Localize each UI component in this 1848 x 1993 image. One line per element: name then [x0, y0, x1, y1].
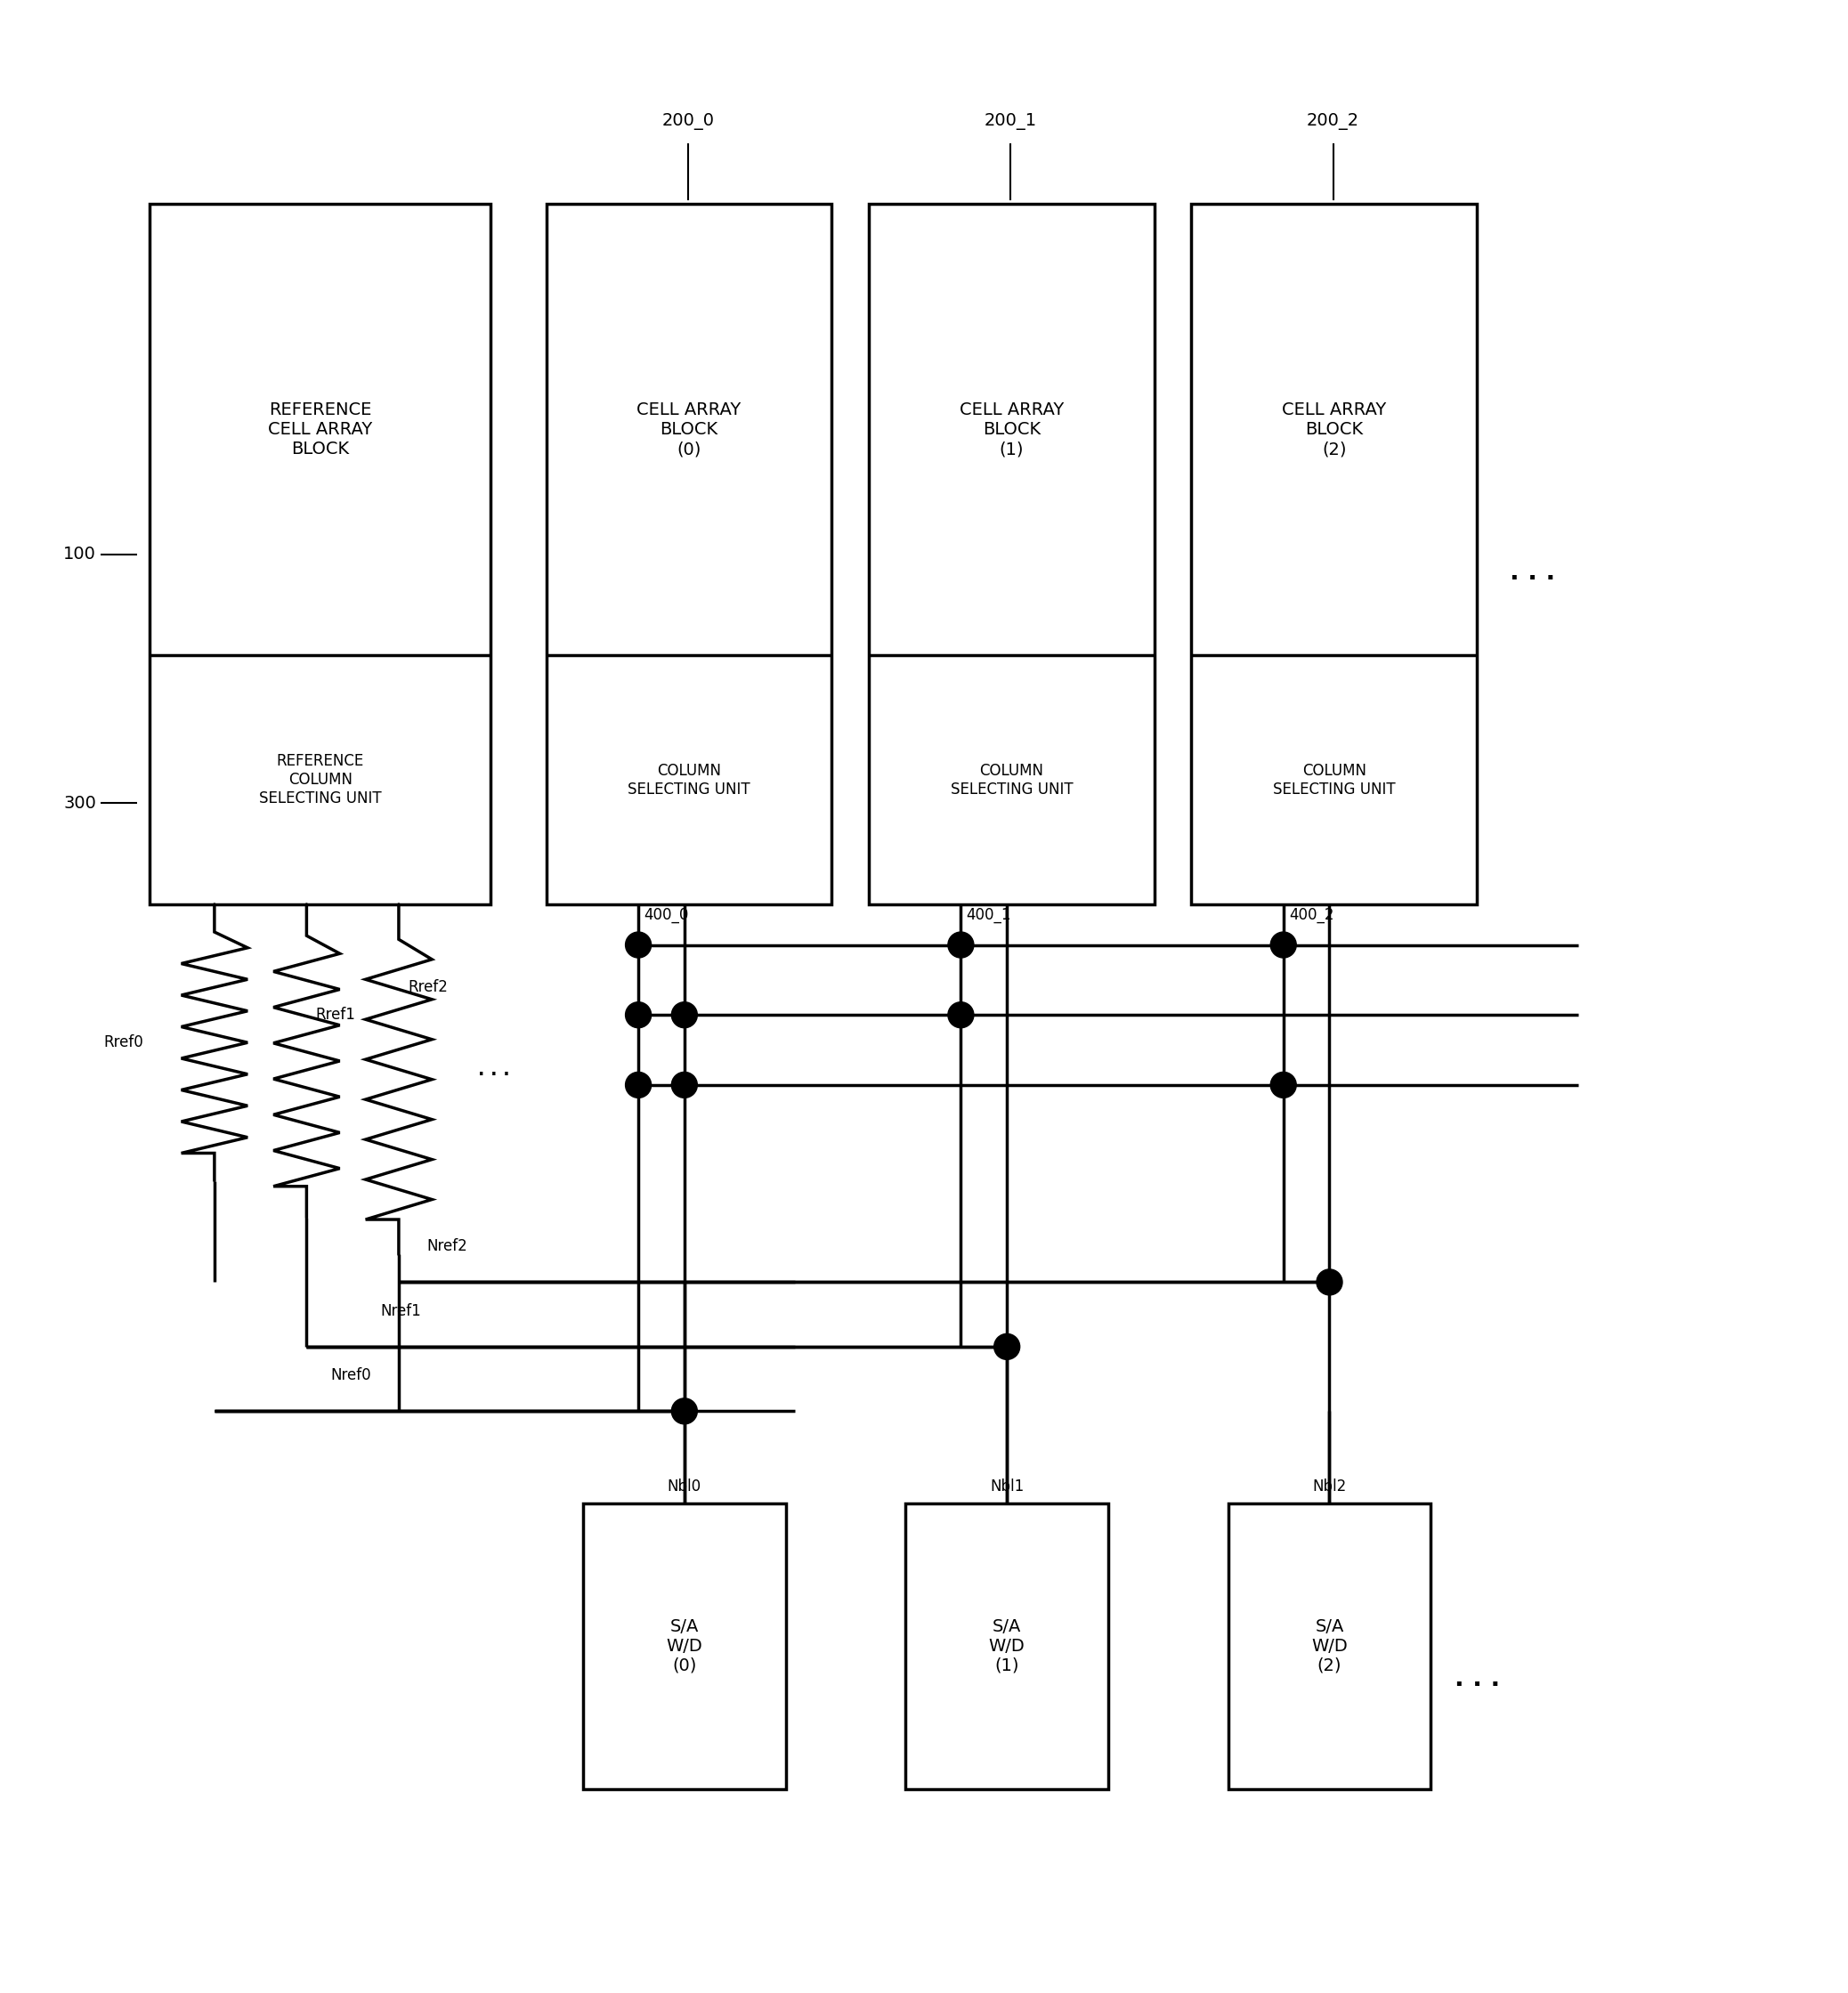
Text: REFERENCE
COLUMN
SELECTING UNIT: REFERENCE COLUMN SELECTING UNIT [259, 753, 383, 807]
Circle shape [671, 1002, 697, 1028]
Circle shape [1270, 1072, 1295, 1098]
Bar [1229, 1503, 1430, 1790]
Text: REFERENCE
CELL ARRAY
BLOCK: REFERENCE CELL ARRAY BLOCK [268, 403, 373, 458]
Text: Nbl1: Nbl1 [991, 1479, 1024, 1495]
Text: 200_2: 200_2 [1307, 114, 1360, 130]
Text: 400_1: 400_1 [967, 907, 1011, 923]
Text: CELL ARRAY
BLOCK
(1): CELL ARRAY BLOCK (1) [959, 403, 1064, 458]
Circle shape [625, 933, 650, 959]
Circle shape [625, 1002, 650, 1028]
Bar [869, 203, 1155, 905]
Text: Nbl0: Nbl0 [667, 1479, 702, 1495]
Circle shape [994, 1333, 1020, 1359]
Text: Rref0: Rref0 [103, 1034, 144, 1050]
Text: CELL ARRAY
BLOCK
(0): CELL ARRAY BLOCK (0) [638, 403, 741, 458]
Text: 200_1: 200_1 [985, 114, 1037, 130]
Text: Rref2: Rref2 [408, 979, 447, 995]
Circle shape [625, 1072, 650, 1098]
Circle shape [1270, 933, 1295, 959]
Text: Nref2: Nref2 [427, 1238, 468, 1254]
Text: Rref1: Rref1 [316, 1006, 355, 1022]
Text: . . .: . . . [1510, 560, 1554, 586]
Text: COLUMN
SELECTING UNIT: COLUMN SELECTING UNIT [950, 763, 1074, 797]
Bar [1192, 203, 1477, 905]
Bar [547, 203, 832, 905]
Bar [150, 203, 492, 905]
Circle shape [948, 933, 974, 959]
Text: 400_0: 400_0 [643, 907, 689, 923]
Text: COLUMN
SELECTING UNIT: COLUMN SELECTING UNIT [628, 763, 750, 797]
Circle shape [671, 1399, 697, 1425]
Circle shape [671, 1072, 697, 1098]
Text: S/A
W/D
(0): S/A W/D (0) [667, 1618, 702, 1674]
Text: 100: 100 [63, 546, 96, 562]
Text: CELL ARRAY
BLOCK
(2): CELL ARRAY BLOCK (2) [1283, 403, 1386, 458]
Circle shape [948, 1002, 974, 1028]
Text: Nref1: Nref1 [381, 1303, 421, 1319]
Text: 400_2: 400_2 [1288, 907, 1334, 923]
Text: 200_0: 200_0 [662, 114, 715, 130]
Circle shape [1316, 1270, 1342, 1295]
Bar [582, 1503, 785, 1790]
Text: COLUMN
SELECTING UNIT: COLUMN SELECTING UNIT [1273, 763, 1395, 797]
Text: . . .: . . . [1454, 1666, 1501, 1690]
Text: S/A
W/D
(1): S/A W/D (1) [989, 1618, 1026, 1674]
Text: Nref0: Nref0 [331, 1367, 371, 1383]
Text: S/A
W/D
(2): S/A W/D (2) [1312, 1618, 1347, 1674]
Text: Nbl2: Nbl2 [1312, 1479, 1347, 1495]
Bar [906, 1503, 1109, 1790]
Text: 300: 300 [63, 795, 96, 811]
Text: . . .: . . . [479, 1062, 510, 1078]
